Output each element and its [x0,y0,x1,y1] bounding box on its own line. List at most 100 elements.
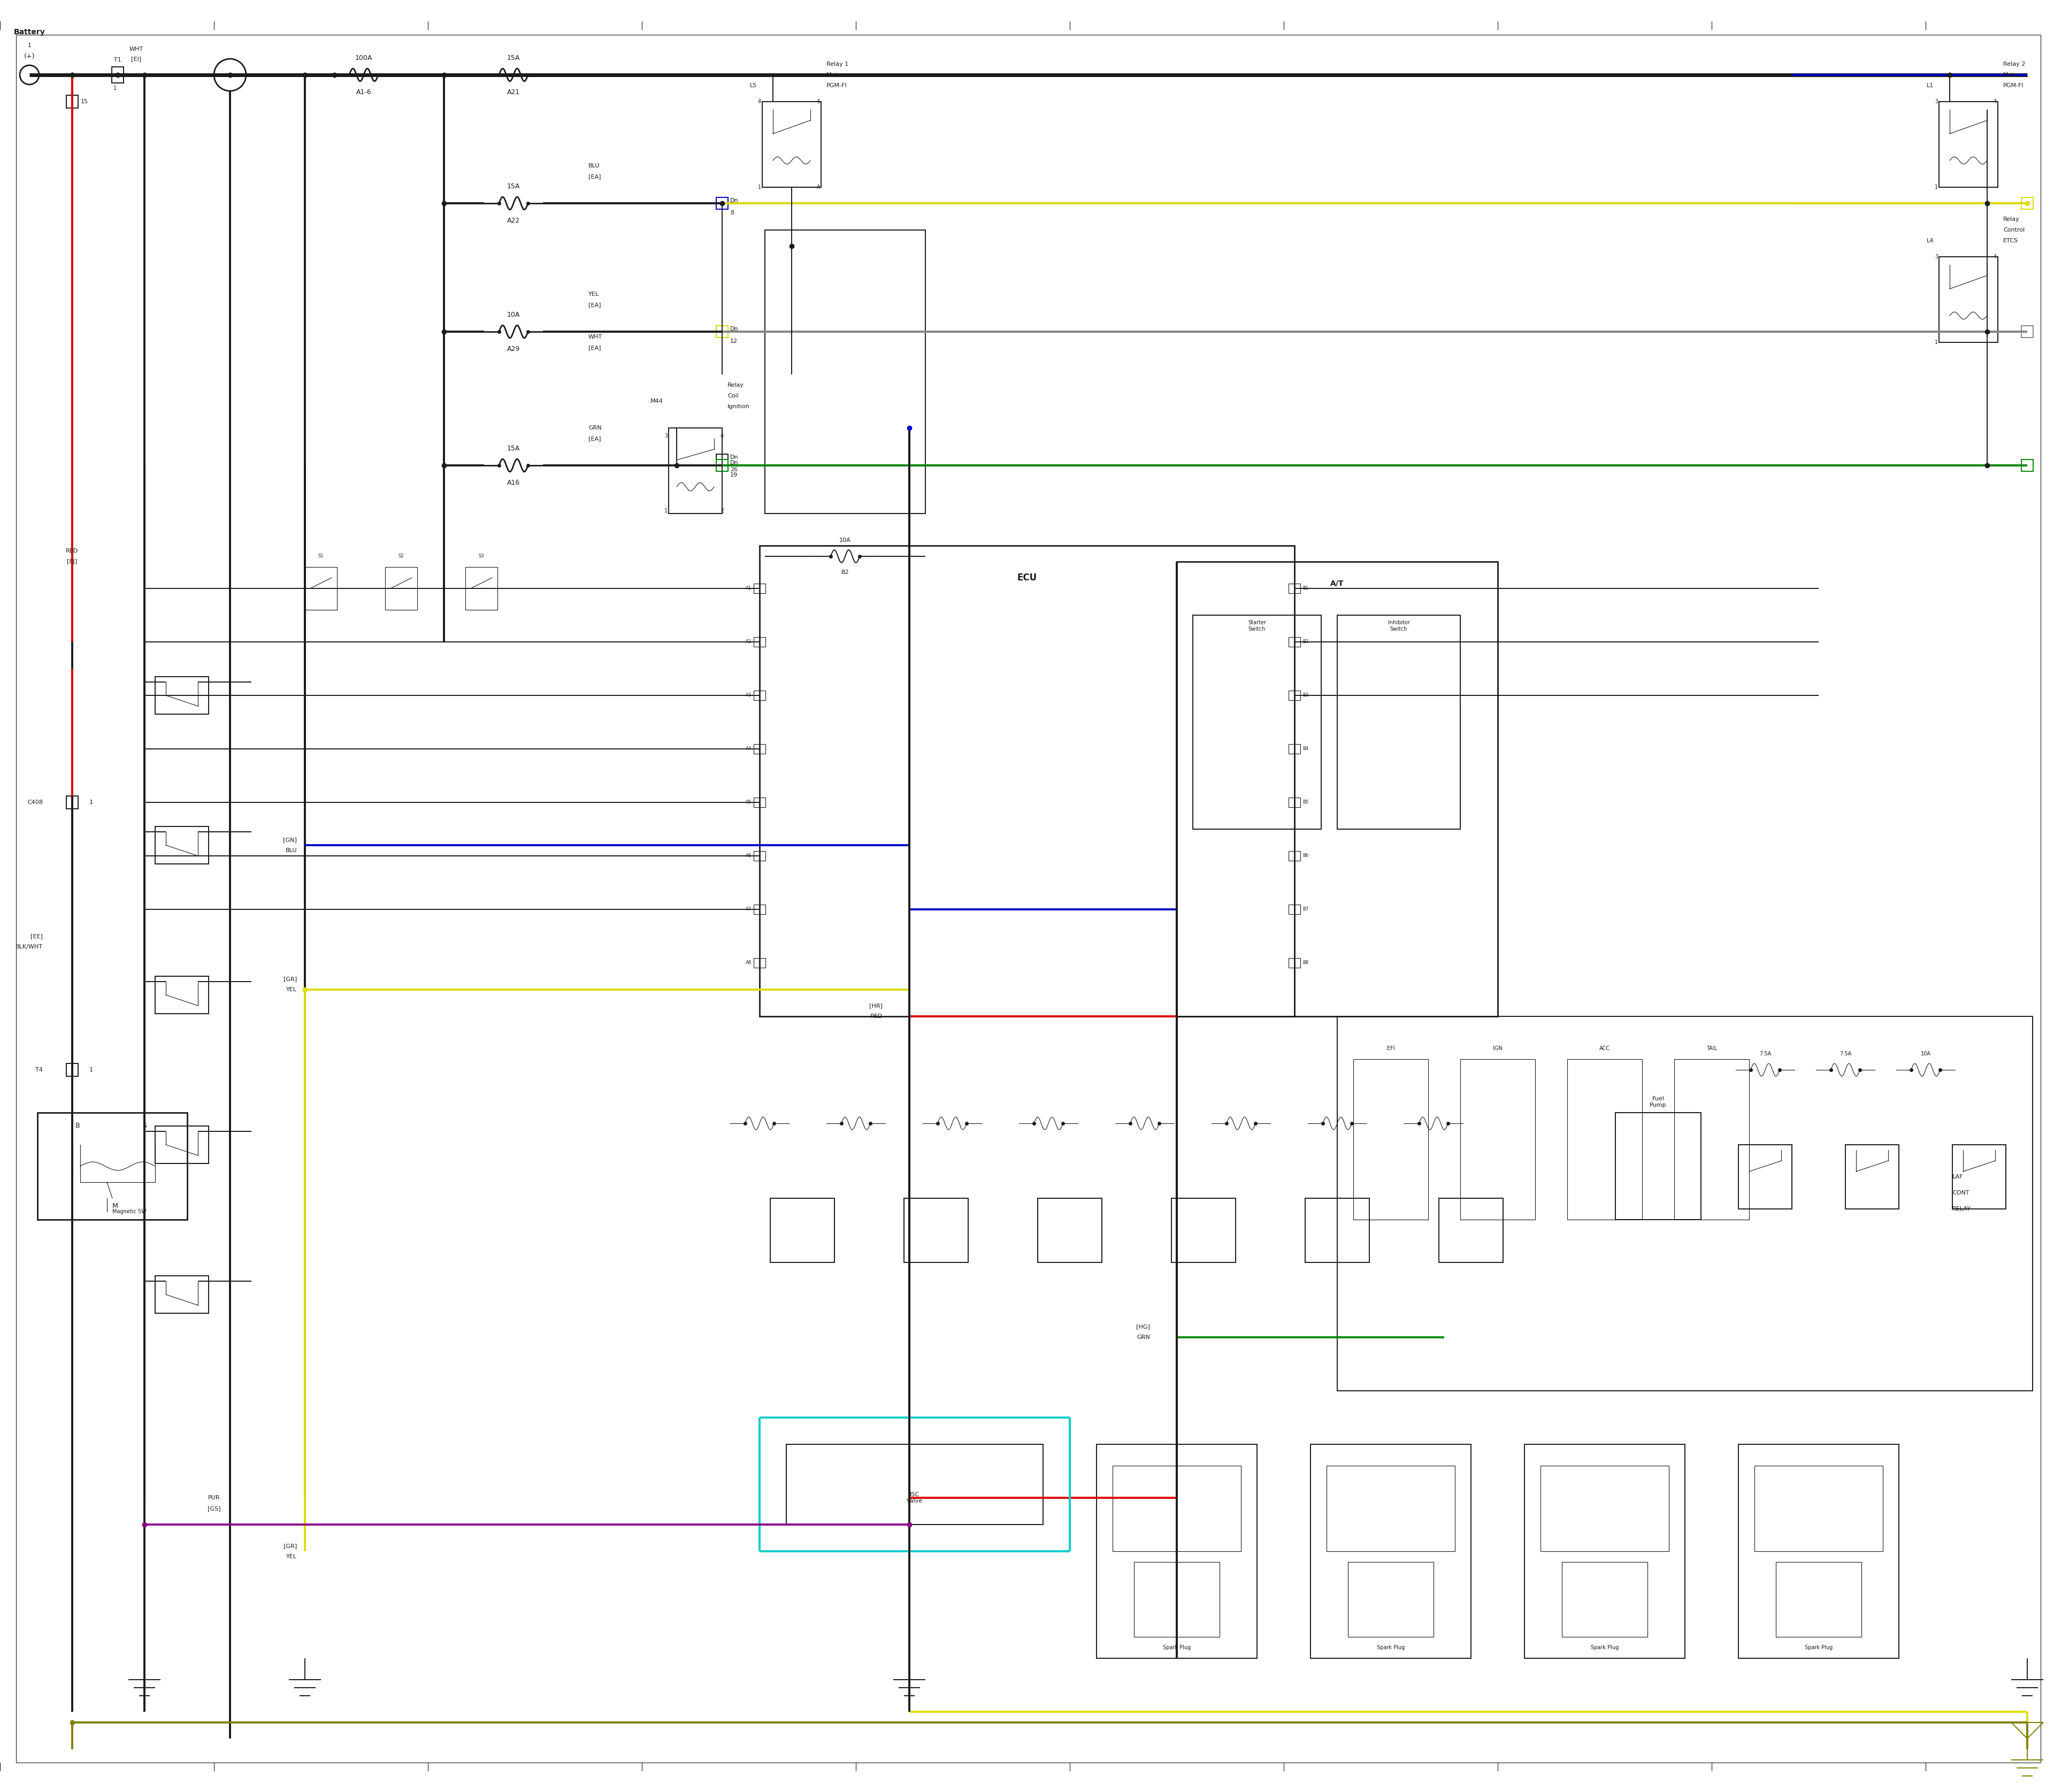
Text: GRN: GRN [587,425,602,430]
Bar [1337,615,1460,830]
Text: 10A: 10A [840,538,850,543]
Text: Main: Main [2003,72,2017,77]
Text: 10A: 10A [507,312,520,317]
Bar [1327,1466,1454,1552]
Bar [754,797,766,806]
Text: ACC: ACC [1600,1047,1610,1052]
Text: 4: 4 [1994,254,1996,260]
Text: WHT: WHT [587,335,602,340]
Text: Relay: Relay [727,382,744,387]
Text: A6: A6 [746,853,752,858]
Text: [HG]: [HG] [1136,1324,1150,1330]
Text: [EA]: [EA] [587,303,602,308]
Bar [466,566,497,609]
Text: 3: 3 [663,434,668,439]
Bar [111,66,123,82]
Bar [1288,959,1300,968]
Bar [37,1113,187,1220]
Text: A1: A1 [746,586,752,591]
Text: Fuel
Pump: Fuel Pump [1649,1097,1666,1107]
Text: Dn: Dn [729,197,739,202]
Text: A4: A4 [746,747,752,751]
Text: BLU: BLU [286,848,298,853]
Bar [904,1199,967,1262]
Bar [1177,561,1497,1016]
Text: A16: A16 [507,478,520,486]
Bar [2021,459,2033,471]
Text: 1: 1 [88,1068,92,1073]
Text: CONT: CONT [1953,1190,1970,1195]
Bar [156,1276,210,1314]
Text: YEL: YEL [286,987,298,993]
Bar [156,977,210,1014]
Text: A: A [817,185,820,190]
Text: A5: A5 [746,799,752,805]
Text: A2: A2 [746,640,752,645]
Text: S1: S1 [318,554,325,559]
Text: L1: L1 [1927,82,1933,88]
Text: Relay 2: Relay 2 [2003,61,2025,66]
Bar [754,638,766,647]
Text: PGM-FI: PGM-FI [826,82,846,88]
Text: S3: S3 [479,554,485,559]
Bar [1304,1199,1370,1262]
Text: 4: 4 [1994,99,1996,104]
Bar [717,326,727,337]
Text: 10A: 10A [1920,1052,1931,1057]
Bar [717,197,727,210]
Bar [717,459,727,471]
Bar [66,1063,78,1077]
Bar [1134,1563,1220,1636]
Text: 3: 3 [1935,254,1939,260]
Text: 1: 1 [113,86,117,91]
Text: C408: C408 [27,799,43,805]
Text: ETCS: ETCS [2003,238,2019,244]
Text: PGM-FI: PGM-FI [2003,82,2023,88]
Bar [1953,1145,2007,1210]
Text: A29: A29 [507,346,520,353]
Text: 15A: 15A [507,444,520,452]
Text: Main: Main [826,72,840,77]
Bar [717,453,727,466]
Bar [304,566,337,609]
Text: Control: Control [2003,228,2025,233]
Bar [1288,851,1300,860]
Text: B: B [76,1122,80,1129]
Text: [EA]: [EA] [587,346,602,351]
Text: EFI: EFI [1386,1047,1395,1052]
Text: [EA]: [EA] [587,435,602,441]
Bar [1288,744,1300,754]
Bar [754,744,766,754]
Text: 4: 4 [721,434,723,439]
Bar [1347,1563,1434,1636]
Bar [1524,1444,1684,1658]
Bar [1939,256,1999,342]
Text: RED: RED [871,1014,883,1020]
Text: Coil: Coil [727,392,739,398]
Bar [156,1125,210,1163]
Text: 2: 2 [721,509,723,514]
Text: YEL: YEL [286,1554,298,1559]
Text: [EI]: [EI] [131,56,142,61]
Text: A3: A3 [746,694,752,697]
Bar [1113,1466,1241,1552]
Text: IGN: IGN [1493,1047,1501,1052]
Text: 7.5A: 7.5A [1758,1052,1771,1057]
Bar [156,826,210,864]
Text: 1: 1 [27,43,31,48]
Text: 5: 5 [817,99,820,104]
Bar [1777,1563,1861,1636]
Text: S2: S2 [398,554,405,559]
Text: A/T: A/T [1331,579,1343,586]
Text: Relay: Relay [2003,217,2019,222]
Text: Spark Plug: Spark Plug [1163,1645,1191,1650]
Bar [1674,1059,1750,1220]
Bar [1354,1059,1428,1220]
Bar [66,796,78,808]
Text: 1: 1 [758,185,762,190]
Text: 15A: 15A [507,183,520,190]
Text: A7: A7 [746,907,752,912]
Bar [1440,1199,1504,1262]
Bar [1288,905,1300,914]
Text: M44: M44 [651,398,663,403]
